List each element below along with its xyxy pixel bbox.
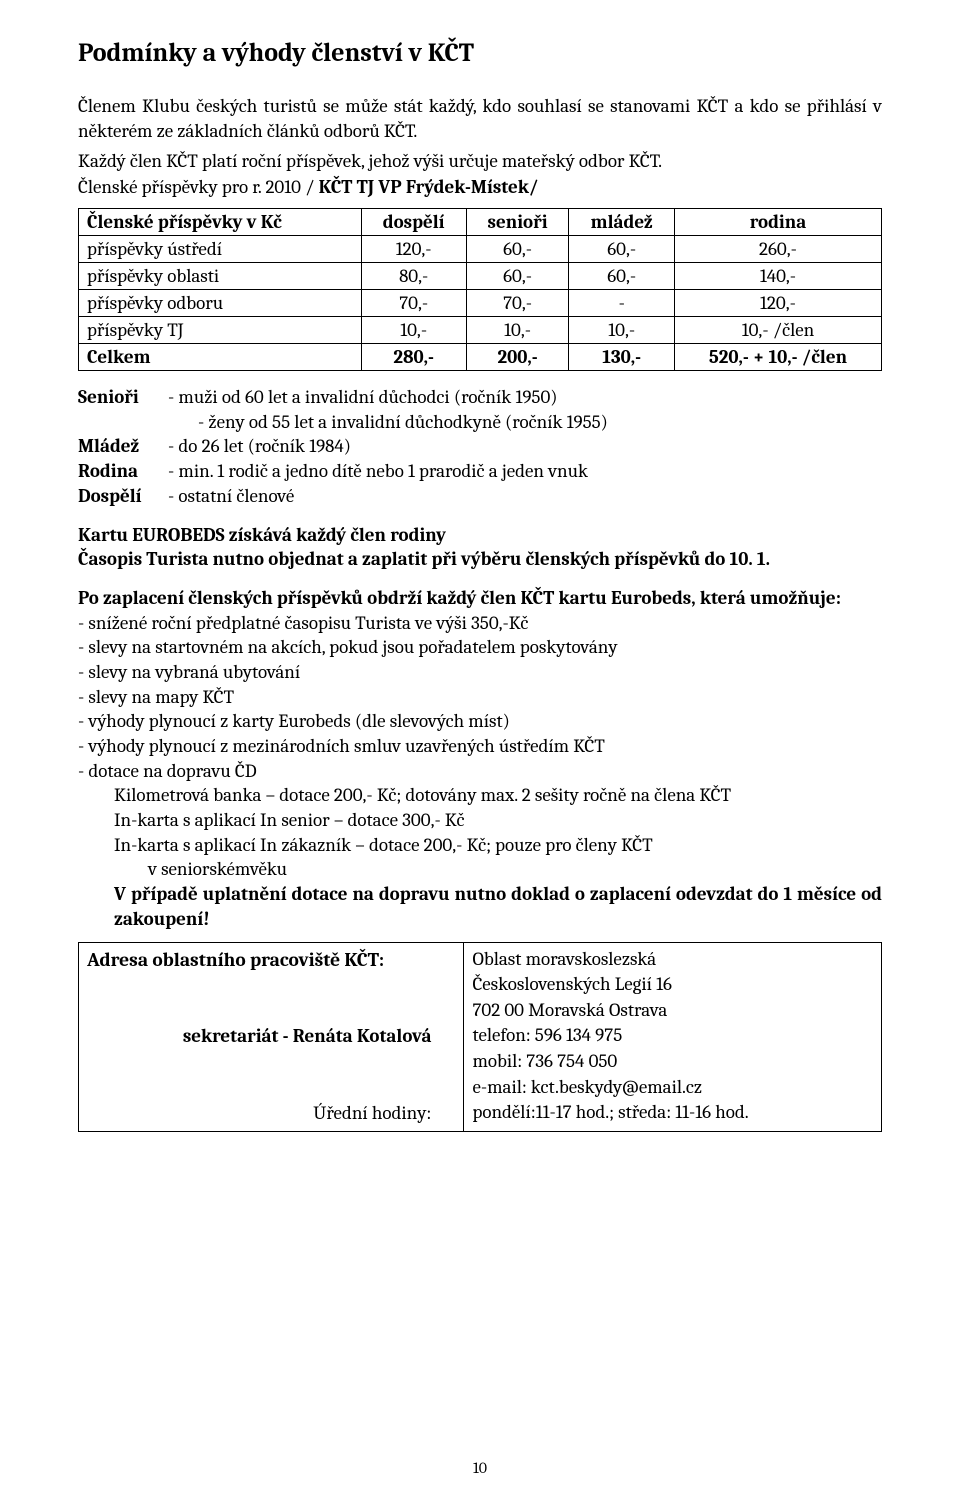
- addr-line: Oblast moravskoslezská: [472, 947, 873, 973]
- benefit-item: - slevy na vybraná ubytování: [78, 660, 882, 685]
- row-label: příspěvky oblasti: [79, 263, 362, 290]
- document-page: Podmínky a výhody členství v KČT Členem …: [0, 0, 960, 1491]
- row-val: 60,-: [466, 263, 569, 290]
- table-row: příspěvky TJ 10,- 10,- 10,- 10,- /člen: [79, 317, 882, 344]
- row-val: 260,-: [674, 236, 881, 263]
- benefit-subitem: Kilometrová banka – dotace 200,- Kč; dot…: [78, 783, 882, 808]
- addr-hours: pondělí:11-17 hod.; středa: 11-16 hod.: [472, 1100, 873, 1126]
- row-val: 60,-: [466, 236, 569, 263]
- total-label: Celkem: [79, 344, 362, 371]
- def-label: Senioři: [78, 385, 168, 410]
- benefit-item: - výhody plynoucí z karty Eurobeds (dle …: [78, 709, 882, 734]
- addr-hours-label: Úřední hodiny:: [87, 1101, 455, 1127]
- benefit-subitem-cont: v seniorskémvěku: [78, 857, 882, 882]
- def-text: - min. 1 rodič a jedno dítě nebo 1 praro…: [168, 459, 882, 484]
- benefit-item: - slevy na startovném na akcích, pokud j…: [78, 635, 882, 660]
- row-val: -: [569, 290, 674, 317]
- row-label: příspěvky TJ: [79, 317, 362, 344]
- th-mladez: mládež: [569, 209, 674, 236]
- addr-sekretariat: sekretariát - Renáta Kotalová: [183, 1025, 432, 1047]
- row-val: 70,-: [361, 290, 466, 317]
- address-row: Adresa oblastního pracoviště KČT: sekret…: [79, 942, 882, 1131]
- def-text: - muži od 60 let a invalidní důchodci (r…: [168, 385, 882, 410]
- table-total-row: Celkem 280,- 200,- 130,- 520,- + 10,- /č…: [79, 344, 882, 371]
- address-right-cell: Oblast moravskoslezská Československých …: [464, 942, 882, 1131]
- row-val: 10,-: [466, 317, 569, 344]
- intro-paragraph-1: Členem Klubu českých turistů se může stá…: [78, 94, 882, 143]
- total-val: 280,-: [361, 344, 466, 371]
- def-seniori-line2: - ženy od 55 let a invalidní důchodkyně …: [198, 410, 882, 435]
- def-label: Mládež: [78, 434, 168, 459]
- after-payment-heading: Po zaplacení členských příspěvků obdrží …: [78, 586, 882, 611]
- benefit-subitem: In-karta s aplikací In zákazník – dotace…: [78, 833, 882, 858]
- page-title: Podmínky a výhody členství v KČT: [78, 38, 882, 68]
- address-table: Adresa oblastního pracoviště KČT: sekret…: [78, 942, 882, 1132]
- addr-line: Československých Legií 16: [472, 972, 873, 998]
- sub-prefix: Členské příspěvky pro r. 2010 /: [78, 176, 319, 198]
- eurobeds-note: Kartu EUROBEDS získává každý člen rodiny…: [78, 523, 882, 572]
- row-val: 60,-: [569, 263, 674, 290]
- bold-line-1: Kartu EUROBEDS získává každý člen rodiny: [78, 523, 882, 548]
- def-label: Rodina: [78, 459, 168, 484]
- def-label: Dospělí: [78, 484, 168, 509]
- def-rodina: Rodina - min. 1 rodič a jedno dítě nebo …: [78, 459, 882, 484]
- bold-line-2: Časopis Turista nutno objednat a zaplati…: [78, 547, 882, 572]
- row-val: 10,- /člen: [674, 317, 881, 344]
- table-row: příspěvky oblasti 80,- 60,- 60,- 140,-: [79, 263, 882, 290]
- def-text: - ostatní členové: [168, 484, 882, 509]
- th-dospeli: dospělí: [361, 209, 466, 236]
- page-number: 10: [0, 1459, 960, 1477]
- def-dospeli: Dospělí - ostatní členové: [78, 484, 882, 509]
- def-seniori: Senioři - muži od 60 let a invalidní důc…: [78, 385, 882, 410]
- sub-bold: KČT TJ VP Frýdek-Místek/: [319, 176, 539, 198]
- row-val: 140,-: [674, 263, 881, 290]
- row-val: 10,-: [361, 317, 466, 344]
- row-label: příspěvky odboru: [79, 290, 362, 317]
- addr-phone: telefon: 596 134 975: [472, 1023, 873, 1049]
- def-text: - do 26 let (ročník 1984): [168, 434, 882, 459]
- addr-line: 702 00 Moravská Ostrava: [472, 998, 873, 1024]
- benefit-subitem: In-karta s aplikací In senior – dotace 3…: [78, 808, 882, 833]
- address-left-cell: Adresa oblastního pracoviště KČT: sekret…: [79, 942, 464, 1131]
- definitions-block: Senioři - muži od 60 let a invalidní důc…: [78, 385, 882, 508]
- row-label: příspěvky ústředí: [79, 236, 362, 263]
- row-val: 120,-: [361, 236, 466, 263]
- addr-email: e-mail: kct.beskydy@email.cz: [472, 1075, 873, 1101]
- intro-paragraph-2: Každý člen KČT platí roční příspěvek, je…: [78, 149, 882, 174]
- benefit-item: - slevy na mapy KČT: [78, 685, 882, 710]
- addr-mobile: mobil: 736 754 050: [472, 1049, 873, 1075]
- total-val: 200,-: [466, 344, 569, 371]
- benefit-item: - dotace na dopravu ČD: [78, 759, 882, 784]
- addr-title: Adresa oblastního pracoviště KČT:: [87, 947, 455, 973]
- row-val: 70,-: [466, 290, 569, 317]
- total-val: 130,-: [569, 344, 674, 371]
- th-rodina: rodina: [674, 209, 881, 236]
- row-val: 120,-: [674, 290, 881, 317]
- benefit-item: - výhody plynoucí z mezinárodních smluv …: [78, 734, 882, 759]
- benefit-item: - snížené roční předplatné časopisu Turi…: [78, 611, 882, 636]
- table-row: příspěvky ústředí 120,- 60,- 60,- 260,-: [79, 236, 882, 263]
- fees-subtitle: Členské příspěvky pro r. 2010 / KČT TJ V…: [78, 176, 882, 198]
- benefit-warning: V případě uplatnění dotace na dopravu nu…: [78, 882, 882, 931]
- benefits-list: - snížené roční předplatné časopisu Turi…: [78, 611, 882, 932]
- def-mladez: Mládež - do 26 let (ročník 1984): [78, 434, 882, 459]
- th-label: Členské příspěvky v Kč: [79, 209, 362, 236]
- th-seniori: senioři: [466, 209, 569, 236]
- row-val: 60,-: [569, 236, 674, 263]
- row-val: 80,-: [361, 263, 466, 290]
- table-header-row: Členské příspěvky v Kč dospělí senioři m…: [79, 209, 882, 236]
- fees-table: Členské příspěvky v Kč dospělí senioři m…: [78, 208, 882, 371]
- table-row: příspěvky odboru 70,- 70,- - 120,-: [79, 290, 882, 317]
- total-val: 520,- + 10,- /člen: [674, 344, 881, 371]
- row-val: 10,-: [569, 317, 674, 344]
